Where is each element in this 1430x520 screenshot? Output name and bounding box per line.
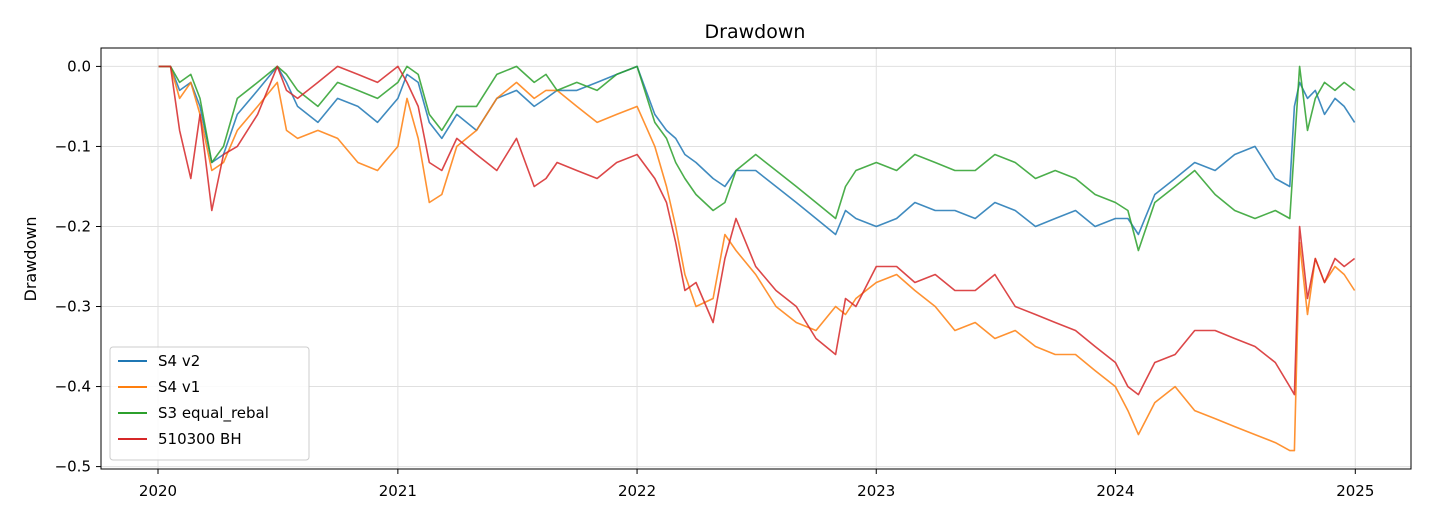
y-tick-label: −0.3 [55, 298, 91, 316]
y-tick-label: −0.1 [55, 137, 91, 155]
y-tick-label: −0.4 [55, 378, 91, 396]
legend-box [109, 346, 310, 461]
x-tick-label: 2020 [139, 482, 177, 500]
y-tick-label: −0.2 [55, 217, 91, 235]
legend-label: S3 equal_rebal [158, 404, 269, 423]
legend-label: S4 v2 [158, 352, 200, 370]
legend: S4 v2 S4 v1 S3 equal_rebal 510300 BH [109, 346, 310, 461]
x-tick-label: 2021 [379, 482, 417, 500]
series-line-3 [158, 65, 1356, 396]
series-line-1 [158, 65, 1356, 452]
x-tick-label: 2025 [1336, 482, 1374, 500]
x-axis: 2020 2021 2022 2023 2024 2025 [139, 469, 1374, 500]
grid [101, 48, 1411, 469]
x-tick-label: 2024 [1096, 482, 1134, 500]
legend-label: S4 v1 [158, 378, 200, 396]
series-line-2 [158, 65, 1356, 252]
y-axis-label: Drawdown [21, 217, 40, 302]
legend-label: 510300 BH [158, 430, 242, 448]
plot-frame [100, 47, 1412, 470]
y-tick-label: −0.5 [55, 458, 91, 476]
y-axis: 0.0 −0.1 −0.2 −0.3 −0.4 −0.5 [55, 57, 101, 476]
x-tick-label: 2022 [618, 482, 656, 500]
chart-title: Drawdown [705, 21, 806, 43]
x-tick-label: 2023 [857, 482, 895, 500]
y-tick-label: 0.0 [67, 57, 91, 75]
series-lines [158, 65, 1356, 452]
series-line-0 [158, 65, 1356, 236]
